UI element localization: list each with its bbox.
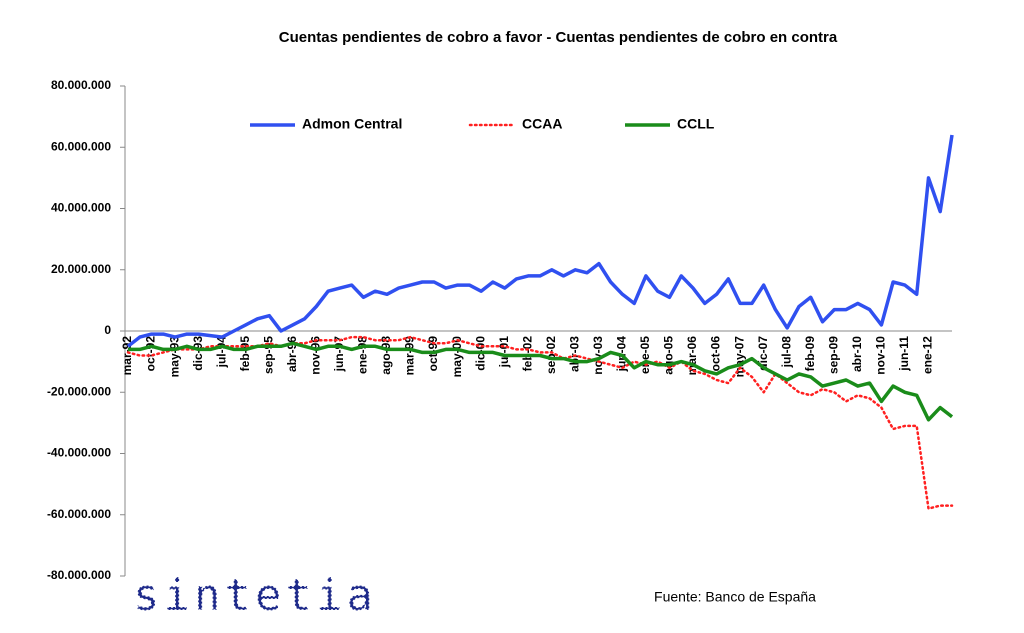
source: Fuente: Banco de España	[654, 589, 816, 605]
x-tick-label: ago-98	[379, 336, 393, 375]
y-tick-label: -60.000.000	[47, 507, 111, 521]
x-tick-label: feb-95	[238, 336, 252, 372]
x-tick-label: may-00	[450, 336, 464, 378]
y-tick-label: 40.000.000	[51, 201, 111, 215]
series-line	[126, 335, 954, 510]
x-tick-label: jun-11	[897, 336, 911, 372]
x-tick-label: dic-93	[191, 336, 205, 371]
x-tick-label: mar-06	[685, 336, 699, 376]
x-tick-label: jul-01	[497, 336, 511, 369]
x-tick-label: sep-95	[261, 336, 275, 374]
x-tick-label: ene-98	[356, 336, 370, 374]
x-tick-label: dic-07	[756, 336, 770, 371]
x-tick-label: ago-05	[662, 336, 676, 375]
x-tick-label: jul-08	[779, 336, 793, 369]
chart-title: Cuentas pendientes de cobro a favor - Cu…	[279, 29, 838, 46]
x-tick-label: abr-10	[850, 336, 864, 372]
x-tick-label: mar-99	[403, 336, 417, 376]
x-tick-label: feb-09	[803, 336, 817, 372]
x-tick-label: sep-09	[826, 336, 840, 374]
x-tick-label: oct-92	[144, 336, 158, 372]
series-line	[128, 341, 954, 422]
x-tick-label: may-93	[167, 336, 181, 378]
series-line	[126, 134, 954, 348]
y-tick-label: 0	[104, 323, 111, 337]
legend-label: Admon Central	[302, 116, 402, 132]
x-tick-label: feb-02	[520, 336, 534, 372]
legend-label: CCAA	[522, 116, 562, 132]
x-tick-label: nov-10	[874, 336, 888, 375]
logo: sintetia	[133, 570, 377, 621]
y-tick-label: -40.000.000	[47, 446, 111, 460]
y-tick-label: -20.000.000	[47, 384, 111, 398]
x-tick-label: nov-96	[309, 336, 323, 375]
x-tick-label: abr-03	[567, 336, 581, 372]
legend-label: CCLL	[677, 116, 715, 132]
y-tick-label: 20.000.000	[51, 262, 111, 276]
y-tick-label: 80.000.000	[51, 78, 111, 92]
x-tick-label: jul-94	[214, 336, 228, 369]
x-tick-label: nov-03	[591, 336, 605, 375]
y-tick-label: 60.000.000	[51, 139, 111, 153]
x-tick-label: abr-96	[285, 336, 299, 372]
x-tick-label: ene-12	[921, 336, 935, 374]
x-tick-label: ene-05	[638, 336, 652, 374]
y-tick-label: -80.000.000	[47, 568, 111, 582]
x-tick-label: sep-02	[544, 336, 558, 374]
x-tick-label: oct-06	[709, 336, 723, 372]
